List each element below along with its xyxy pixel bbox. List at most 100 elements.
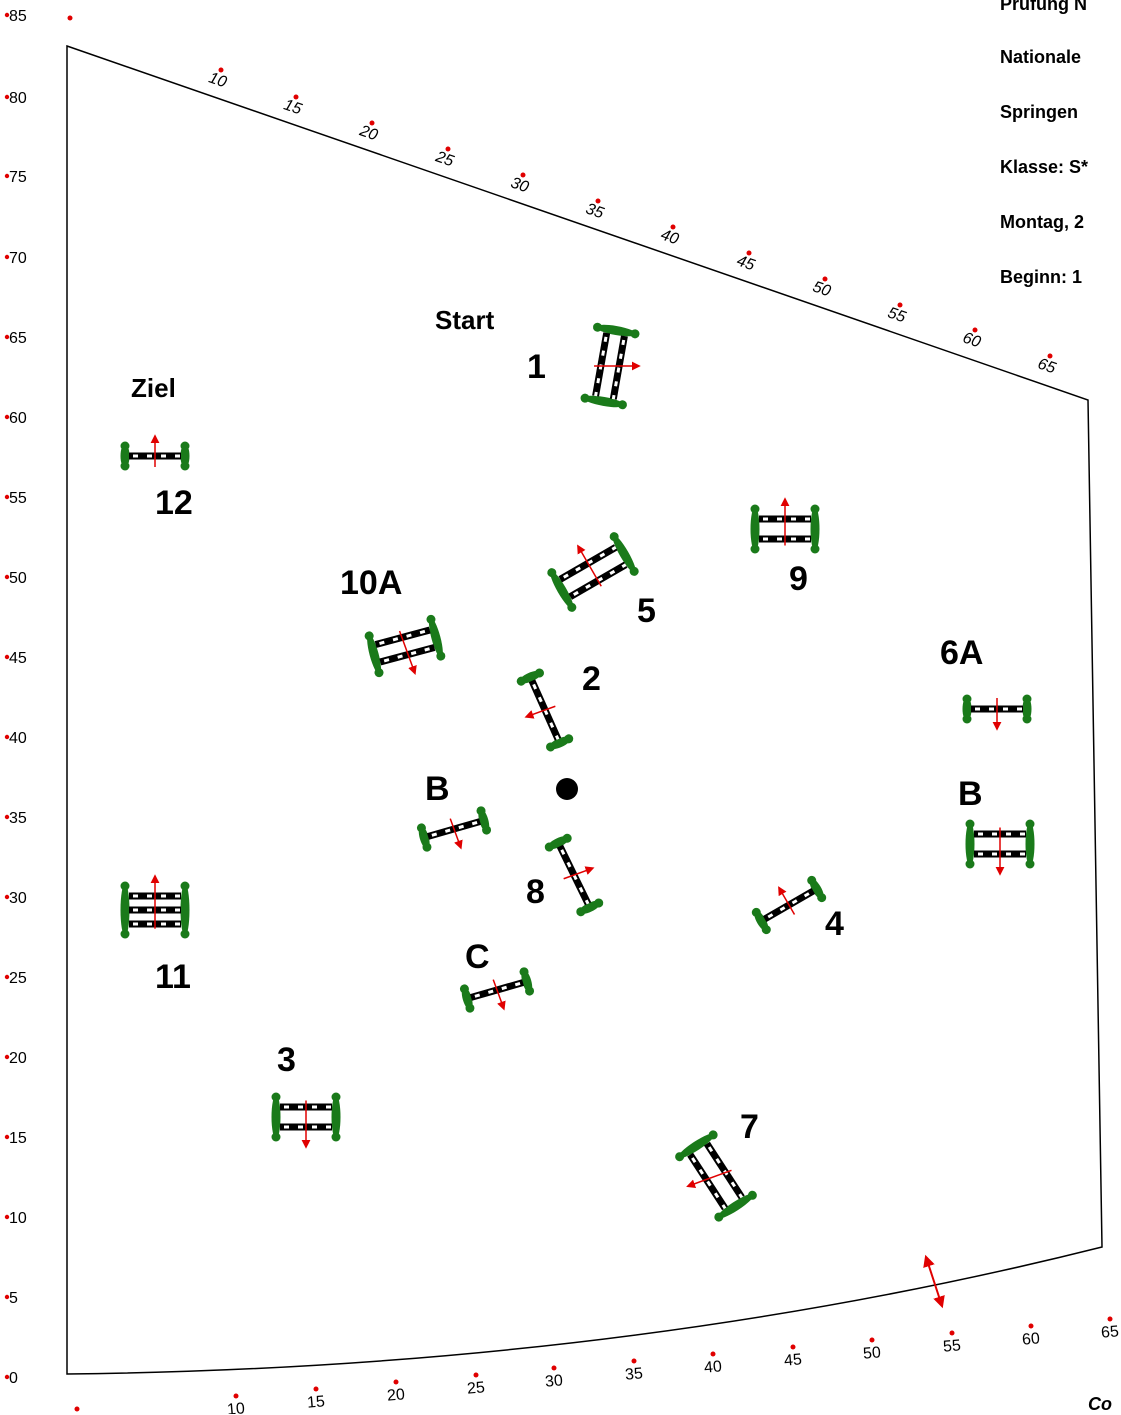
jump-wing <box>807 875 817 885</box>
bottom-scale-label: 15 <box>306 1393 325 1411</box>
top-scale-label: 60 <box>960 329 982 351</box>
jump-wing <box>534 668 544 678</box>
jump-wing <box>609 532 619 542</box>
obstacle-label-12: 12 <box>155 484 193 522</box>
jump-wing <box>516 676 526 686</box>
jump-wing <box>180 884 190 936</box>
jump-wing <box>617 400 627 410</box>
jump-wing <box>962 694 972 704</box>
bottom-scale-label: 65 <box>1100 1323 1119 1341</box>
jump-wing <box>708 1130 718 1140</box>
top-scale-dot <box>218 67 224 73</box>
top-scale-label: 30 <box>508 174 530 196</box>
jump-wing <box>595 324 637 337</box>
jump-wing <box>761 925 771 935</box>
jump-wing <box>965 819 975 829</box>
top-scale-dot <box>1047 353 1053 359</box>
bottom-scale-label: 50 <box>862 1344 881 1362</box>
arena-boundary <box>66 44 1103 1375</box>
bottom-scale-label: 60 <box>1021 1330 1040 1348</box>
start-finish-arrow <box>923 1254 945 1309</box>
bottom-scale-label: 35 <box>624 1365 643 1383</box>
jump-wing <box>751 907 761 917</box>
top-scale-dot <box>520 172 526 178</box>
obstacle-label-7: 7 <box>740 1108 759 1146</box>
jump-wing <box>593 322 603 332</box>
left-scale-label: 10 <box>9 1210 27 1227</box>
jump-wing <box>675 1152 685 1162</box>
top-scale-label: 55 <box>885 304 907 326</box>
bottom-scale-label: 40 <box>703 1358 722 1376</box>
obstacle-5 <box>547 532 639 612</box>
obstacle-10b <box>416 806 492 852</box>
obstacle-label-6b: B <box>958 775 983 813</box>
jump-wing <box>525 986 535 996</box>
jump-wing <box>810 544 820 554</box>
left-scale-dot <box>4 894 10 900</box>
info-line-4: Klasse: S* <box>1000 157 1089 177</box>
left-scale-dot <box>4 734 10 740</box>
left-scale-label: 75 <box>9 169 27 186</box>
jump-wing <box>810 504 820 514</box>
finish-label: Ziel <box>131 373 176 403</box>
left-scale-label: 30 <box>9 890 27 907</box>
bottom-scale-dot <box>551 1365 557 1371</box>
top-scale-dot <box>972 327 978 333</box>
jump-wing <box>519 967 529 977</box>
left-scale-dot <box>4 494 10 500</box>
jump-direction-arrow <box>594 361 641 371</box>
left-scale-dot <box>4 173 10 179</box>
left-scale-label: 65 <box>9 330 27 347</box>
obstacle-label-4: 4 <box>825 905 844 943</box>
top-scale-dot <box>595 198 601 204</box>
left-scale-dot <box>4 814 10 820</box>
jump-pole <box>704 1141 745 1200</box>
jump-wing <box>580 393 590 403</box>
jump-wing <box>747 1190 757 1200</box>
jump-wing <box>550 570 574 610</box>
jump-wing <box>180 881 190 891</box>
jump-wing <box>1022 694 1032 704</box>
jump-direction-arrow <box>563 866 595 880</box>
bottom-scale-label: 20 <box>386 1386 405 1404</box>
jump-wing <box>567 602 577 612</box>
jump-wing <box>459 984 469 994</box>
jump-wing <box>482 825 492 835</box>
bottom-scale-dot <box>313 1386 319 1392</box>
top-scale-dot <box>445 146 451 152</box>
bottom-scale-dot <box>790 1344 796 1350</box>
left-scale-dot <box>4 654 10 660</box>
jump-wing <box>965 822 975 866</box>
jump-pole-stripe <box>611 335 626 400</box>
jump-wing <box>1025 819 1035 829</box>
jump-wing <box>544 842 554 852</box>
jump-wing <box>1022 714 1032 724</box>
left-scale-label: 5 <box>9 1290 18 1307</box>
bottom-scale-dot <box>869 1337 875 1343</box>
left-scale-label: 20 <box>9 1050 27 1067</box>
jump-wing <box>476 806 486 816</box>
jump-wing <box>120 929 130 939</box>
obstacle-3 <box>271 1092 341 1149</box>
jump-wing <box>1022 697 1032 721</box>
obstacle-label-8: 8 <box>526 873 545 911</box>
jump-wing <box>120 881 130 891</box>
jump-wing <box>817 893 827 903</box>
jump-wing <box>120 441 130 451</box>
jump-wing <box>716 1193 755 1219</box>
obstacle-11 <box>120 874 190 939</box>
bottom-scale-label: 30 <box>544 1372 563 1390</box>
bottom-scale-dot <box>473 1372 479 1378</box>
jump-direction-arrow <box>449 818 463 850</box>
jump-wing <box>426 614 436 624</box>
jump-wing <box>331 1132 341 1142</box>
obstacle-2 <box>516 668 574 752</box>
jump-wing <box>120 884 130 936</box>
jump-wing <box>1025 859 1035 869</box>
jump-wing <box>547 568 557 578</box>
jump-direction-arrow <box>778 886 796 915</box>
obstacle-label-1: 1 <box>527 348 546 386</box>
top-scale-label: 40 <box>658 226 680 248</box>
jump-direction-arrow <box>524 705 556 719</box>
